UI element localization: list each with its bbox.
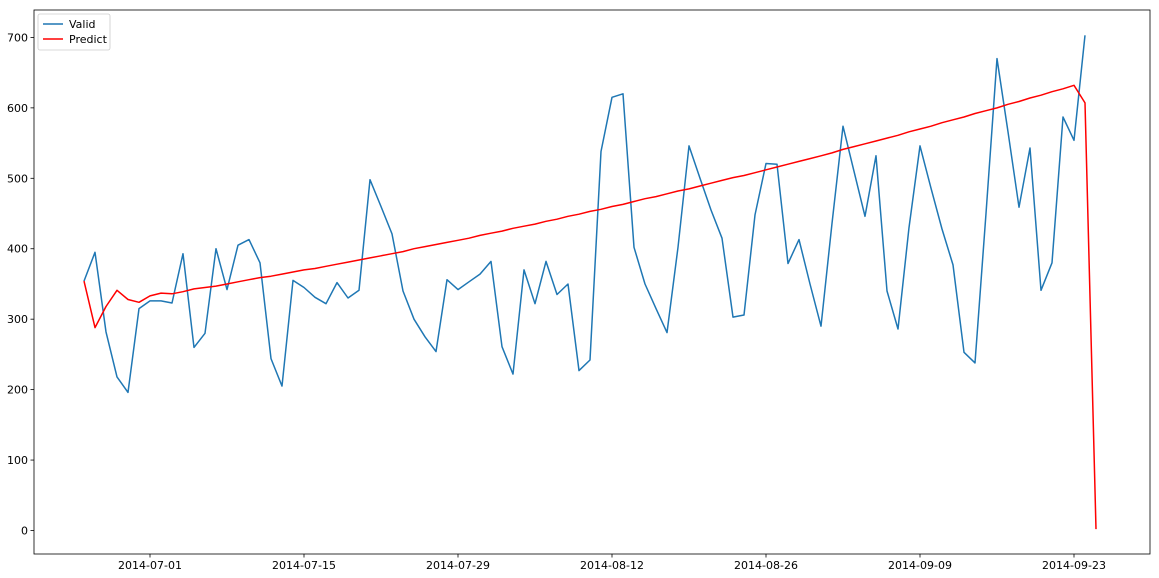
axes-frame [33,9,1151,555]
x-tick-label: 2014-07-01 [118,559,182,572]
y-tick-label: 200 [7,384,28,397]
legend: Valid Predict [37,13,111,51]
x-tick-label: 2014-09-09 [888,559,952,572]
series-line-predict [83,84,1097,530]
y-tick-label: 700 [7,31,28,44]
y-tick-label: 0 [21,525,28,538]
legend-label-predict: Predict [69,33,108,46]
x-tick-label: 2014-08-26 [734,559,798,572]
y-tick-label: 400 [7,243,28,256]
legend-label-valid: Valid [69,18,96,31]
y-tick-label: 500 [7,172,28,185]
y-axis: 0 100 200 300 400 500 600 700 [7,31,34,538]
x-tick-label: 2014-07-29 [426,559,490,572]
y-tick-label: 600 [7,102,28,115]
x-tick-label: 2014-08-12 [580,559,644,572]
series-layer [83,35,1097,530]
y-tick-label: 300 [7,313,28,326]
x-axis: 2014-07-01 2014-07-15 2014-07-29 2014-08-12… [118,554,1106,572]
series-line-valid [83,35,1086,394]
x-tick-label: 2014-09-23 [1042,559,1106,572]
x-tick-label: 2014-07-15 [272,559,336,572]
y-tick-label: 100 [7,454,28,467]
legend-box [37,13,111,51]
plot-area [34,10,1150,554]
